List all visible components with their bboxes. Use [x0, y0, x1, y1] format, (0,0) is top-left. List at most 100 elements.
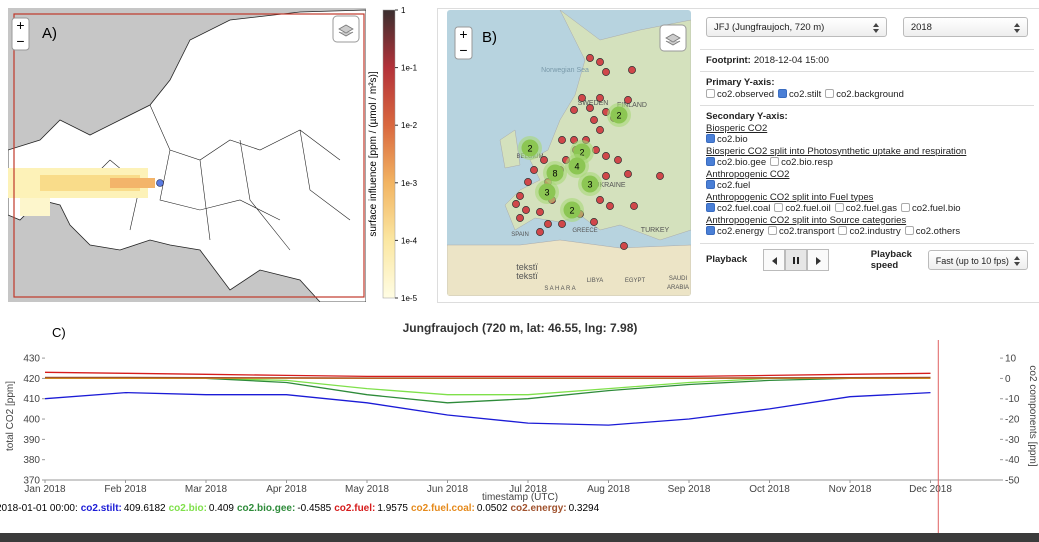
land [8, 9, 366, 302]
checkbox[interactable] [774, 203, 784, 212]
colorbar-title: surface influence [ppm / (µmol / m²s)] [368, 71, 379, 236]
checkbox-label: co2.background [836, 88, 904, 100]
checkbox-option[interactable]: co2.stilt [778, 88, 821, 101]
y2-tick-label: -20 [1005, 415, 1020, 426]
checkbox[interactable] [770, 157, 780, 166]
checkbox-option[interactable]: co2.observed [706, 88, 774, 101]
station-marker [624, 96, 632, 104]
option-row: co2.bio.gee co2.bio.resp [706, 157, 1028, 169]
checkbox-option[interactable]: co2.bio [706, 134, 748, 146]
x-tick-label: Mar 2018 [185, 484, 228, 495]
group-title: Anthropogenic CO2 [706, 168, 790, 180]
checkbox-option[interactable]: co2.others [904, 226, 961, 238]
cluster [538, 183, 556, 201]
colorbar-tick-label: 1e-5 [401, 294, 418, 303]
timeseries: Jungfraujoch (720 m, lat: 46.55, lng: 7.… [5, 321, 1038, 533]
checkbox-option[interactable]: co2.bio.resp [770, 157, 833, 169]
zoom-out[interactable]: − [459, 42, 467, 58]
x-tick-label: Jun 2018 [427, 484, 469, 495]
zoom-control[interactable] [454, 26, 473, 60]
checkbox-option[interactable]: co2.fuel.coal [706, 203, 770, 215]
group-title: Biosperic CO2 [706, 122, 768, 134]
speed-select[interactable]: Fast (up to 10 fps) [927, 249, 1028, 270]
playback-next[interactable] [806, 248, 829, 271]
checkbox[interactable] [778, 88, 788, 98]
readout-value: 1.9575 [377, 503, 408, 514]
footer-bar [0, 533, 1039, 542]
checkbox-option[interactable]: co2.background [825, 88, 904, 101]
map-label: LIBYA [587, 278, 604, 284]
station-marker [536, 228, 544, 236]
checkbox[interactable] [706, 203, 715, 212]
checkbox[interactable] [706, 88, 715, 98]
checkbox[interactable] [904, 226, 914, 235]
station-marker [558, 136, 566, 144]
station-select[interactable]: JFJ (Jungfraujoch, 720 m) [706, 17, 887, 37]
playback-label: Playback [706, 254, 748, 265]
checkbox-label: co2.industry [849, 226, 901, 237]
y-tick-label: 420 [23, 374, 40, 385]
chart-title: Jungfraujoch (720 m, lat: 46.55, lng: 7.… [403, 321, 638, 335]
checkbox-option[interactable]: co2.bio.gee [706, 157, 766, 169]
land [447, 239, 691, 296]
y-tick-label: 380 [23, 455, 40, 466]
playback-row: Playback Playback speed Fast (up to 10 fps… [700, 244, 1034, 276]
station-marker [516, 192, 524, 200]
option-row: co2.energy co2.transport co2.industry co2.o… [706, 226, 1028, 238]
series-line [45, 377, 931, 404]
checkbox[interactable] [706, 157, 715, 166]
x-tick-label: Dec 2018 [909, 484, 952, 495]
checkbox-option[interactable]: co2.energy [706, 226, 764, 238]
borders [89, 104, 351, 251]
zoom-control[interactable] [11, 17, 30, 51]
colorbar: 1 1e-1 1e-2 1e-3 1e-4 1e-5 surface influence [… [368, 6, 418, 303]
readout: 2018-01-01 00:00: co2.stilt: 409.6182 co2.b… [0, 503, 602, 514]
cluster-count: 3 [544, 188, 549, 198]
series-line [45, 376, 931, 379]
x-tick-label: Aug 2018 [587, 484, 630, 495]
cluster-count: 2 [569, 206, 574, 216]
checkbox-label: co2.others [915, 226, 961, 237]
cluster [521, 139, 539, 157]
checkbox[interactable] [901, 203, 910, 212]
cluster-count: 3 [587, 180, 592, 190]
x-axis-label: timestamp (UTC) [482, 492, 558, 503]
x-tick-label: Jul 2018 [509, 484, 547, 495]
checkbox-label: co2.fuel [717, 180, 751, 191]
playback-pause[interactable] [784, 248, 807, 271]
checkbox[interactable] [825, 88, 835, 98]
checkbox-option[interactable]: co2.transport [768, 226, 834, 238]
checkbox-option[interactable]: co2.industry [838, 226, 901, 238]
checkbox[interactable] [838, 226, 848, 235]
cluster-count: 4 [574, 162, 579, 172]
map-label: SWEDEN [578, 100, 609, 107]
zoom-out[interactable]: − [16, 33, 24, 49]
colorbar-tick-label: 1e-1 [401, 64, 418, 73]
cluster [610, 106, 628, 124]
checkbox-label: co2.bio.resp [781, 157, 833, 168]
checkbox-option[interactable]: co2.fuel.bio [901, 203, 961, 215]
checkbox-option[interactable]: co2.fuel.oil [774, 203, 831, 215]
playback-prev[interactable] [762, 248, 785, 271]
checkbox[interactable] [768, 226, 778, 235]
group-title: Anthropogenic CO2 split into Source cate… [706, 214, 907, 226]
option-row: co2.observed co2.stilt co2.background [706, 88, 1028, 101]
zoom-in[interactable]: + [459, 26, 467, 42]
checkbox[interactable] [706, 180, 715, 189]
checkbox[interactable] [706, 134, 715, 143]
station-marker [536, 208, 544, 216]
checkbox-option[interactable]: co2.fuel.gas [834, 203, 897, 215]
checkbox-label: co2.fuel.gas [845, 203, 897, 214]
x-tick-label: Sep 2018 [668, 484, 711, 495]
cluster-count: 2 [579, 148, 584, 158]
station-marker [630, 202, 638, 210]
year-select[interactable]: 2018 [902, 17, 1028, 37]
cluster [581, 175, 599, 193]
panel-b-frame [437, 8, 1039, 303]
checkbox[interactable] [706, 226, 715, 235]
zoom-in[interactable]: + [16, 17, 24, 33]
checkbox-option[interactable]: co2.fuel [706, 180, 750, 192]
y-tick-label: 430 [23, 354, 40, 365]
checkbox[interactable] [834, 203, 844, 212]
